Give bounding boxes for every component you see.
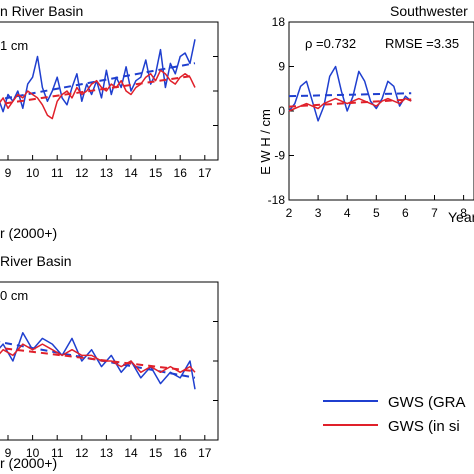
legend: GWS (GRA GWS (in si	[318, 380, 474, 440]
x-tick-label: 16	[174, 166, 188, 180]
legend-label-gra: GWS (GRA	[388, 394, 466, 411]
x-tick-label: 15	[149, 166, 163, 180]
x-tick-label: 15	[149, 446, 163, 460]
trend-line	[0, 346, 196, 373]
x-tick-label: 11	[51, 446, 64, 460]
x-tick-label: 11	[51, 166, 64, 180]
panel-top-left: n River Basin 1 cm 9 10 11 12 13 14 15 16 17 r (…	[0, 3, 219, 241]
panel-annotation: 0 cm	[0, 288, 28, 303]
axes-frame: 9 10 11 12 13 14 15 16 17	[0, 281, 219, 460]
legend-label-insitu: GWS (in si	[388, 418, 460, 435]
x-axis-label: Year	[448, 209, 474, 225]
x-tick-label: 5	[373, 206, 380, 220]
plot-area	[0, 332, 196, 390]
series-line	[0, 332, 196, 390]
plot-area	[0, 39, 196, 120]
plot-area	[288, 65, 412, 122]
x-tick-label: 9	[5, 446, 12, 460]
x-tick-label: 14	[124, 166, 138, 180]
axes-frame: 9 10 11 12 13 14 15 16 17	[0, 21, 219, 180]
x-tick-label: 2	[286, 206, 293, 220]
legend-box	[318, 380, 474, 440]
trend-line	[288, 98, 412, 108]
series-line	[288, 65, 412, 122]
rmse-annotation: RMSE =3.35	[385, 36, 459, 51]
panel-bottom-left: River Basin 0 cm 9 10 11 12 13 14 15 16 17 r (20…	[0, 253, 219, 471]
series-line	[0, 343, 196, 374]
y-tick-label: 0	[278, 104, 285, 118]
axes-box	[0, 21, 219, 161]
y-tick-label: 18	[272, 15, 286, 29]
trend-line	[288, 92, 412, 98]
panel-annotation: 1 cm	[0, 38, 28, 53]
x-tick-label: 13	[100, 446, 114, 460]
panel-title: Southwester	[390, 3, 468, 19]
x-tick-label: 8	[460, 206, 467, 220]
x-tick-label: 10	[26, 446, 40, 460]
x-tick-label: 10	[26, 166, 40, 180]
x-tick-label: 17	[198, 446, 212, 460]
x-tick-label: 16	[174, 446, 188, 460]
series-line	[0, 39, 196, 113]
x-tick-label: 4	[344, 206, 351, 220]
correlation-annotation: ρ =0.732	[305, 36, 356, 51]
trend-line	[0, 74, 196, 106]
y-tick-label: -9	[274, 149, 285, 163]
x-axis-label: r (2000+)	[0, 455, 57, 471]
x-tick-label: 9	[5, 166, 12, 180]
axes-frame: 2 3 4 5 6 7 8 18 9 0 -9 -18	[268, 15, 474, 220]
y-tick-label: 9	[278, 60, 285, 74]
x-tick-label: 13	[100, 166, 114, 180]
x-tick-label: 6	[402, 206, 409, 220]
series-line	[0, 69, 196, 120]
panel-top-right: Southwester ρ =0.732 RMSE =3.35 E W H / …	[258, 3, 474, 225]
y-axis-label: E W H / cm	[258, 109, 273, 175]
x-axis-label: r (2000+)	[0, 225, 57, 241]
x-tick-label: 3	[315, 206, 322, 220]
x-tick-label: 12	[75, 166, 89, 180]
panel-title: n River Basin	[0, 3, 83, 19]
x-tick-label: 17	[198, 166, 212, 180]
y-tick-label: -18	[268, 193, 286, 207]
panel-title: River Basin	[0, 253, 72, 269]
x-tick-label: 7	[431, 206, 438, 220]
x-tick-label: 14	[124, 446, 138, 460]
x-tick-label: 12	[75, 446, 89, 460]
